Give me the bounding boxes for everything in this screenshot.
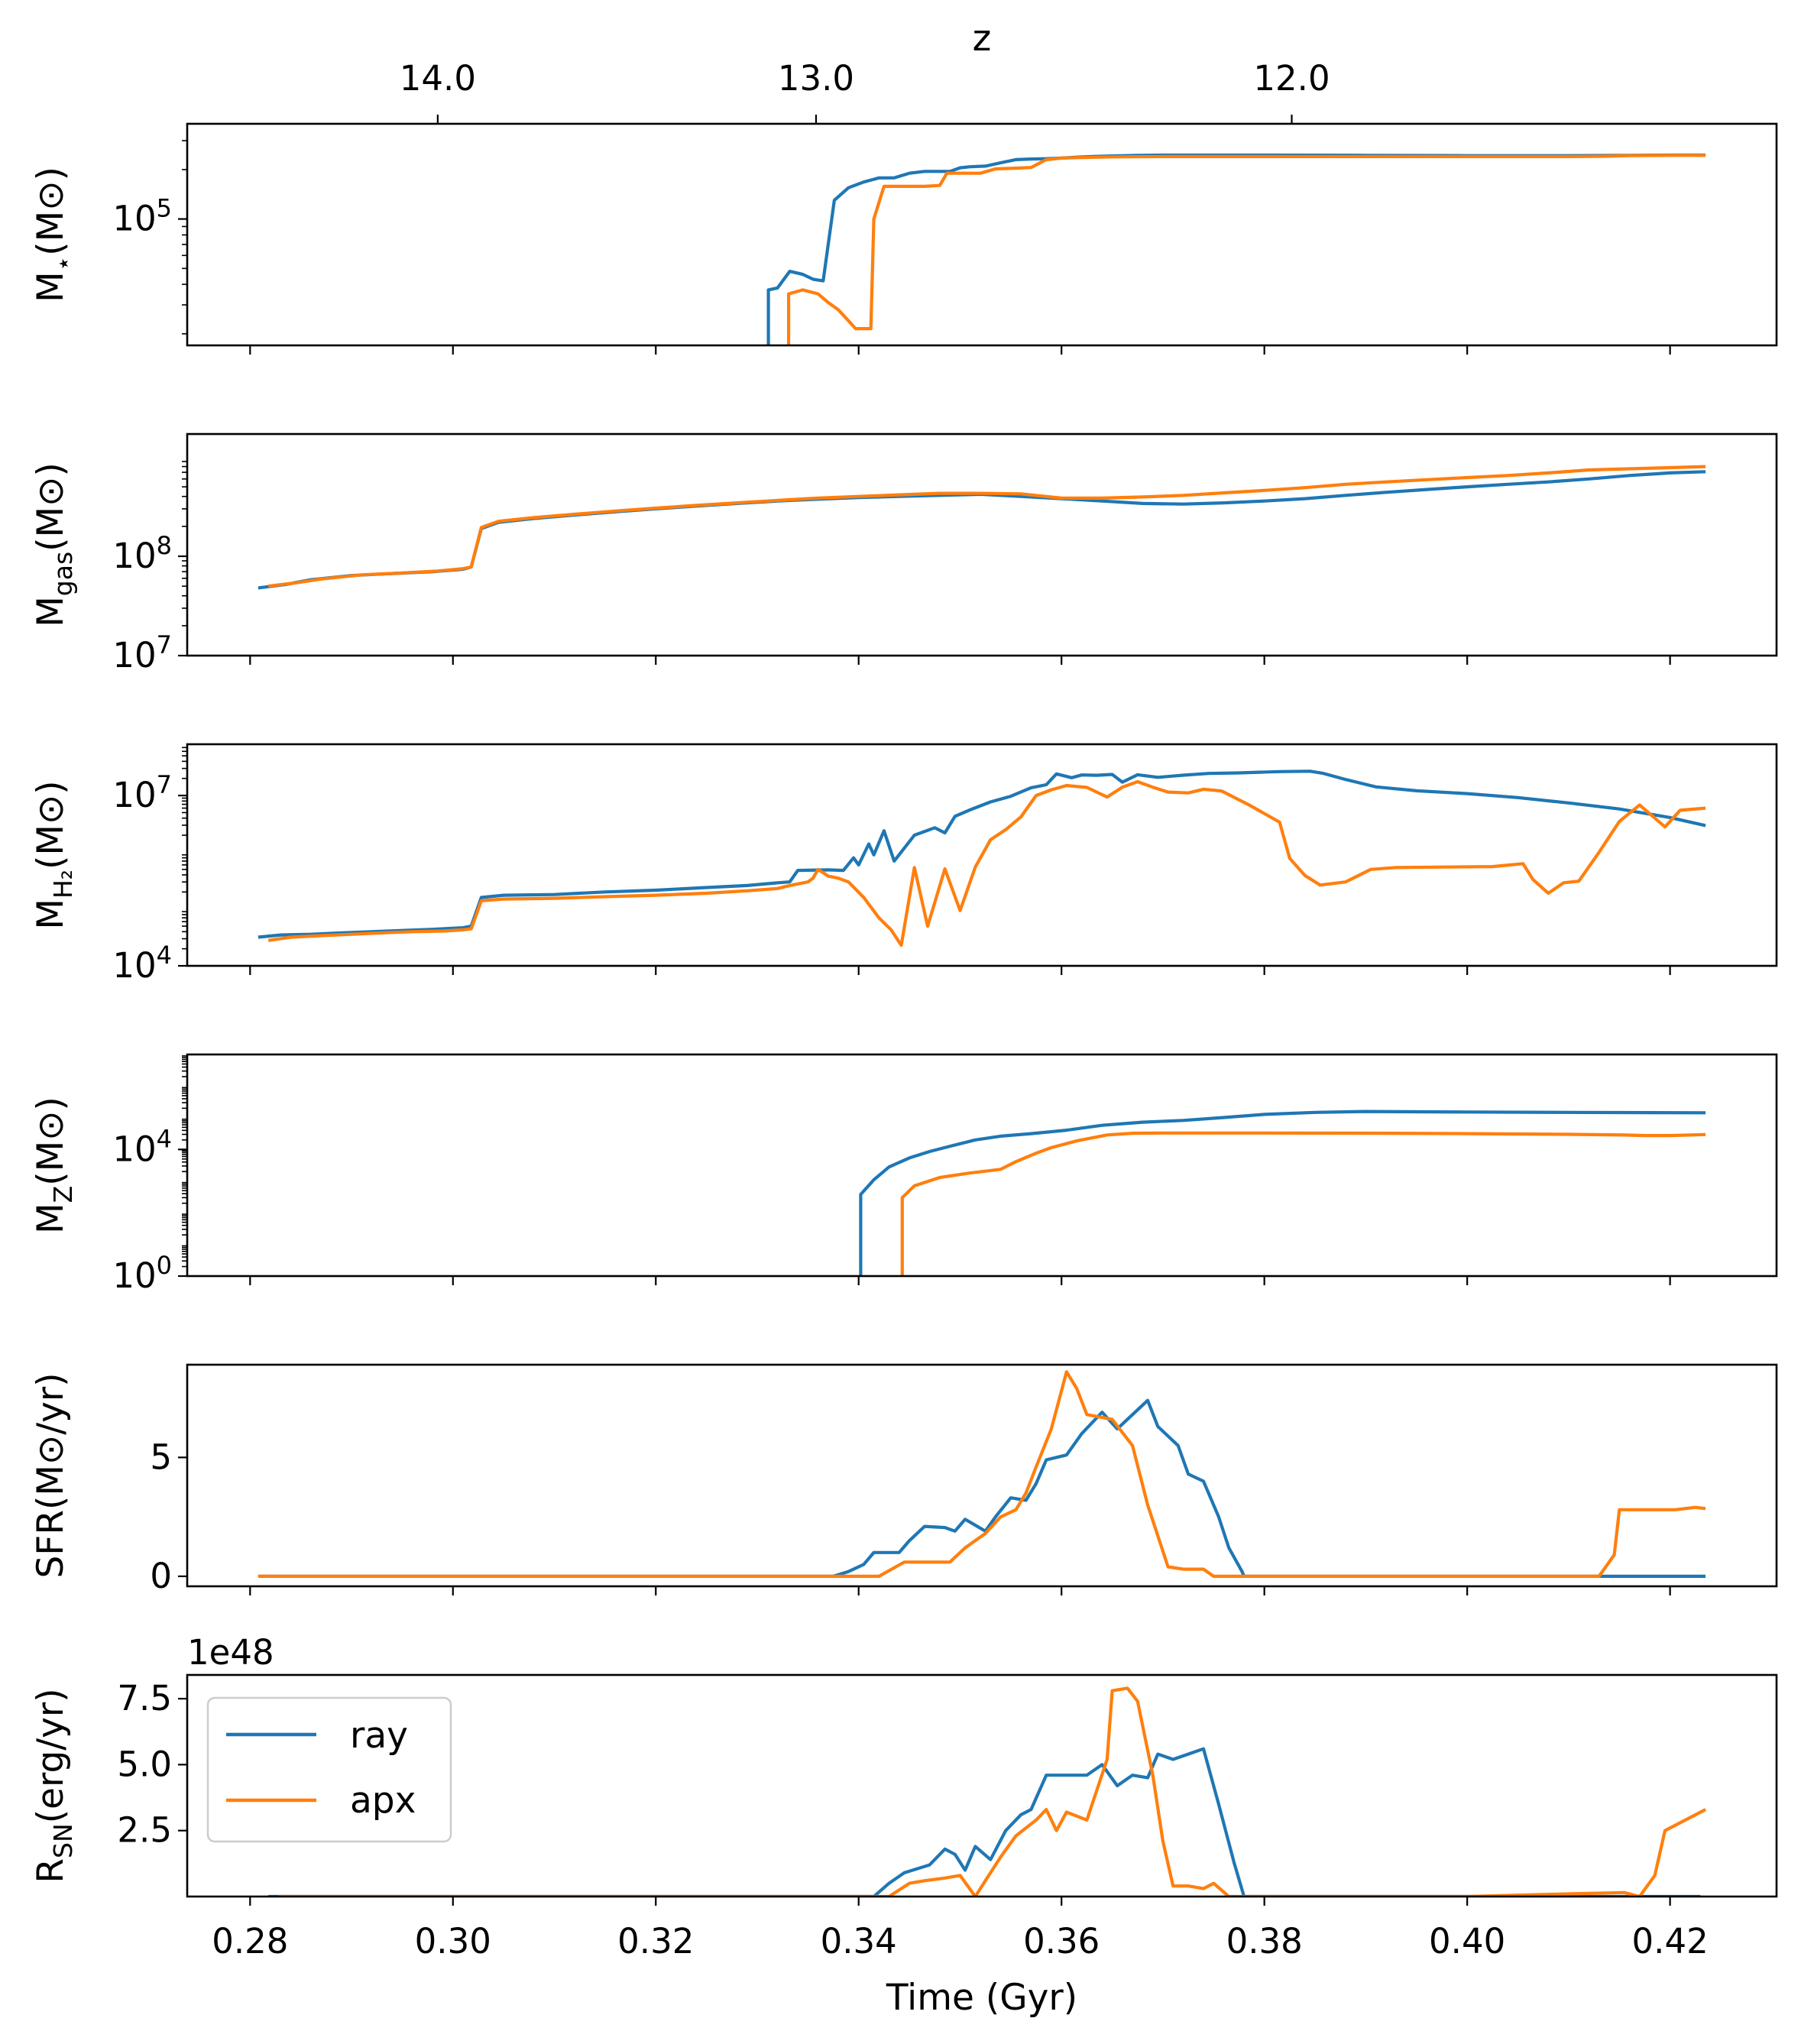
series-line-ray: [258, 769, 1706, 939]
plot-frame: [186, 1053, 1778, 1278]
y-axis-label: Mgas(M⊙): [30, 462, 78, 627]
y-tick-label: 5.0: [117, 1744, 172, 1784]
panels: 105M⋆(M⊙)107108Mgas(M⊙)104107MH₂(M⊙)1001…: [30, 122, 1778, 1961]
y-axis-label: MZ(M⊙): [30, 1097, 78, 1234]
y-tick-label: 107: [112, 630, 172, 675]
series-line-apx: [267, 465, 1706, 588]
panel-sfr: 0 5 SFR(M⊙/yr): [30, 1363, 1778, 1596]
top-tick-label: 12.0: [1253, 58, 1330, 99]
y-tick-label: 104: [112, 941, 172, 986]
plot-frame: [186, 1673, 1778, 1898]
legend: ray apx: [206, 1696, 452, 1843]
y-axis-label: M⋆(M⊙): [30, 167, 78, 303]
y-tick-label: 100: [112, 1251, 172, 1296]
series-line-apx: [900, 1131, 1706, 1276]
y-axis-label: RSN(erg/yr): [30, 1688, 78, 1883]
x-tick-label: 0.36: [1023, 1921, 1100, 1961]
series-line-ray: [258, 470, 1706, 590]
series-line-apx: [787, 154, 1706, 345]
top-axis-label: z: [973, 18, 992, 60]
top-redshift-axis: z 14.013.012.011.0: [400, 18, 1330, 124]
top-tick-label: 14.0: [400, 58, 476, 99]
series-line-apx: [278, 1686, 1707, 1897]
series-line-apx: [267, 779, 1706, 947]
legend-ray-label: ray: [350, 1715, 408, 1757]
panel-mgas: 107 108 Mgas(M⊙): [30, 432, 1778, 675]
series-line-ray: [859, 1109, 1706, 1276]
series-line-ray: [766, 153, 1706, 345]
series-line-ray: [268, 1747, 1701, 1897]
plot-frame: [186, 1363, 1778, 1588]
x-tick-label: 0.38: [1226, 1921, 1303, 1961]
y-tick-label: 105: [112, 194, 172, 239]
series-line-apx: [258, 1370, 1706, 1578]
y-tick-label: 0: [150, 1556, 172, 1596]
series-line-ray: [258, 1398, 1706, 1578]
y-tick-label: 2.5: [117, 1810, 172, 1851]
y-tick-label: 104: [112, 1124, 172, 1169]
y-tick-label: 5: [150, 1437, 172, 1477]
legend-apx-label: apx: [350, 1780, 416, 1822]
panel-mh2: 104 107 MH₂(M⊙): [30, 743, 1778, 986]
offset-text: 1e48: [187, 1632, 274, 1673]
y-axis-label: MH₂(M⊙): [30, 780, 78, 929]
x-tick-label: 0.40: [1429, 1921, 1505, 1961]
x-tick-label: 0.28: [212, 1921, 288, 1961]
x-tick-label: 0.34: [821, 1921, 897, 1961]
panel-mz: 100 104 MZ(M⊙): [30, 1053, 1778, 1296]
x-axis-label: Time (Gyr): [886, 1977, 1077, 2019]
y-axis-label: SFR(M⊙/yr): [30, 1372, 72, 1578]
y-tick-label: 7.5: [117, 1678, 172, 1718]
y-tick-label: 107: [112, 770, 172, 815]
panel-rsn: 2.5 5.0 7.5 RSN(erg/yr) 1e48: [30, 1632, 1778, 1906]
x-tick-label: 0.42: [1632, 1921, 1709, 1961]
y-tick-label: 108: [112, 531, 172, 576]
x-tick-label: 0.30: [415, 1921, 491, 1961]
top-tick-label: 13.0: [778, 58, 854, 99]
panel-mstar: 105 M⋆(M⊙): [30, 122, 1778, 355]
x-tick-label: 0.32: [617, 1921, 694, 1961]
plot-frame: [186, 432, 1778, 657]
